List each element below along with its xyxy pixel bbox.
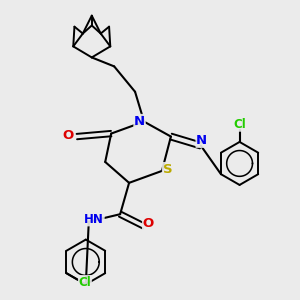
Text: O: O bbox=[63, 129, 74, 142]
Text: Cl: Cl bbox=[233, 118, 246, 131]
Text: S: S bbox=[163, 163, 172, 176]
Text: Cl: Cl bbox=[79, 276, 91, 289]
Text: O: O bbox=[142, 217, 154, 230]
Text: N: N bbox=[134, 115, 145, 128]
Text: HN: HN bbox=[84, 213, 104, 226]
Text: N: N bbox=[196, 134, 207, 147]
